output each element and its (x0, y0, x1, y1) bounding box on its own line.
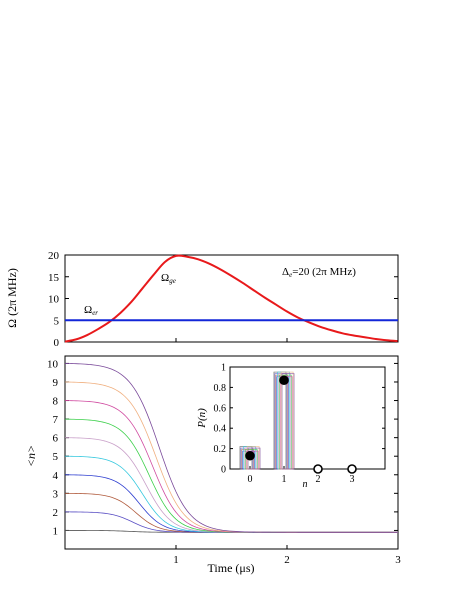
top-y-tick-label: 20 (48, 250, 60, 262)
n-curve (64, 492, 398, 533)
inset-y-tick-label: 1 (221, 363, 226, 374)
bottom-y-tick-label: 3 (53, 488, 59, 500)
inset-x-tick-label: 3 (350, 474, 355, 485)
bottom-series-group (64, 363, 398, 533)
bottom-y-tick-label: 8 (53, 396, 59, 408)
top-y-tick-label: 15 (48, 272, 60, 284)
bottom-y-tick-label: 5 (53, 451, 59, 463)
detuning-annotation: Δe=20 (2π MHz) (282, 266, 356, 279)
inset-bar (281, 373, 295, 470)
x-tick-label: 3 (395, 554, 401, 566)
n-curve (64, 511, 398, 533)
omega-ge-label: Ωge (161, 272, 176, 285)
inset-y-tick-label: 0.6 (214, 403, 227, 414)
bottom-y-tick-label: 4 (53, 470, 59, 482)
bottom-y-tick-label: 10 (47, 358, 59, 370)
inset-y-ticks: 0 0.2 0.4 0.6 0.8 1 (214, 363, 385, 476)
top-y-tick-label: 0 (54, 337, 60, 349)
bottom-y-tick-label: 1 (53, 525, 59, 537)
top-y-tick-label: 10 (48, 294, 60, 306)
inset-y-tick-label: 0 (221, 465, 226, 476)
inset-y-axis-label: P(n) (196, 408, 208, 429)
x-tick-label: 2 (284, 554, 290, 566)
inset-x-tick-label: 2 (316, 474, 321, 485)
x-axis-label: Time (μs) (208, 561, 255, 575)
omega-er-label: Ωer (84, 304, 98, 317)
inset-point (347, 464, 357, 474)
bottom-y-tick-label: 6 (53, 433, 59, 445)
inset-x-axis-label: n (303, 479, 308, 490)
x-tick-label: 1 (173, 554, 179, 566)
inset-point (279, 375, 289, 386)
inset-panel: 0 0.2 0.4 0.6 0.8 1 0 1 2 3 P(n) n (196, 363, 386, 490)
inset-y-tick-label: 0.2 (214, 444, 227, 455)
top-y-axis-label: Ω (2π MHz) (5, 268, 19, 328)
inset-point (313, 464, 323, 474)
inset-points (245, 375, 357, 474)
n-curve (64, 363, 398, 533)
bottom-y-tick-label: 9 (53, 377, 59, 389)
inset-point (245, 450, 255, 461)
top-y-tick-label: 5 (54, 315, 60, 327)
top-series-group (64, 254, 399, 343)
top-panel: 0 5 10 15 20 Ω (2π MHz) Ωge Ωer Δe=20 (2π MH… (5, 250, 399, 349)
bottom-y-axis-label: <n> (24, 445, 38, 467)
bottom-y-tick-label: 7 (53, 414, 59, 426)
bottom-x-ticks: 1 2 3 (173, 338, 401, 566)
bottom-panel-frame (64, 355, 399, 550)
bottom-y-tick-label: 2 (53, 507, 59, 519)
inset-y-tick-label: 0.8 (214, 383, 227, 394)
n-curve (64, 474, 398, 533)
inset-x-tick-label: 0 (248, 474, 253, 485)
inset-x-tick-label: 1 (282, 474, 287, 485)
omega-ge-curve (64, 254, 399, 343)
inset-y-tick-label: 0.4 (214, 424, 227, 435)
